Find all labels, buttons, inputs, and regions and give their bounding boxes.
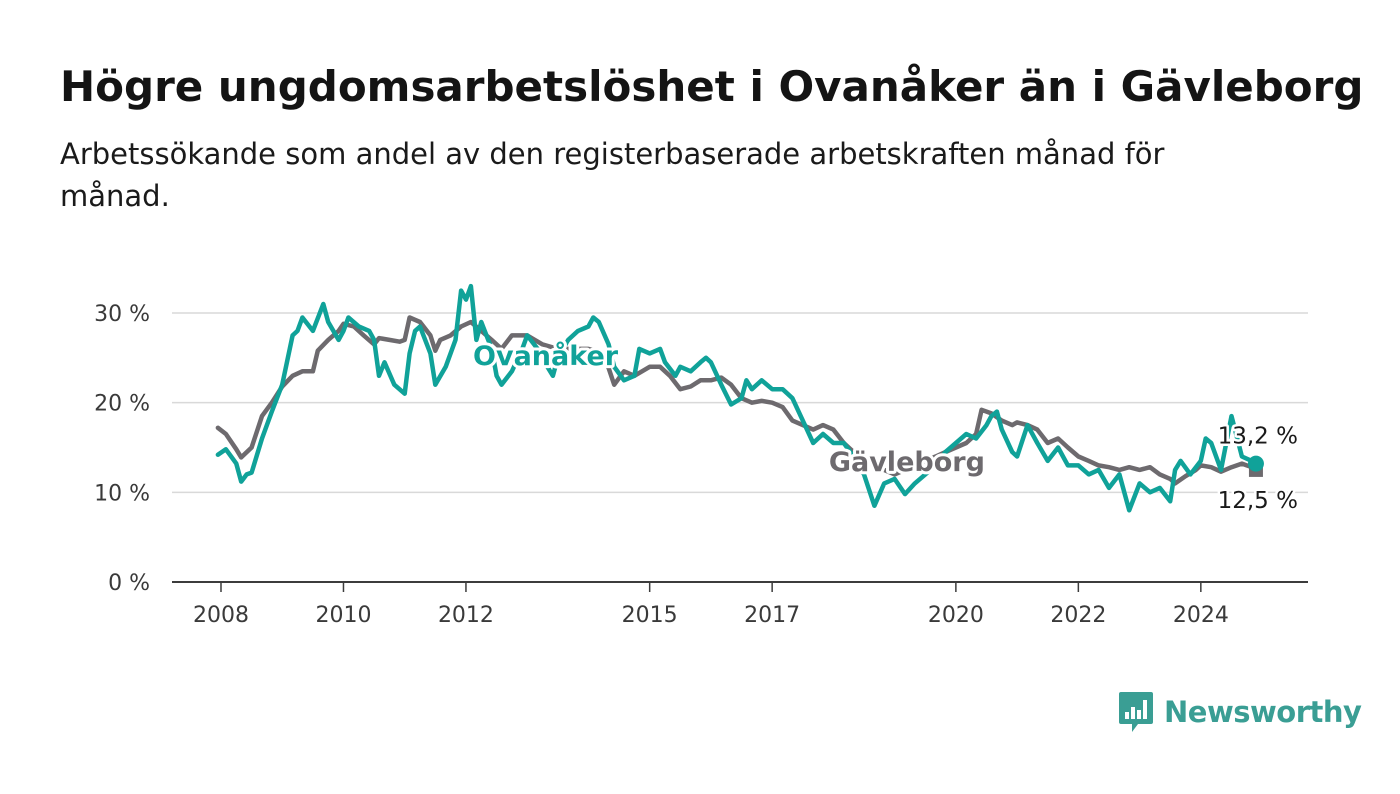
chart-subtitle: Arbetssökande som andel av den registerb… [60, 137, 1165, 213]
series-line-ovanåker [215, 283, 1259, 513]
x-tick-label: 2015 [622, 603, 678, 628]
end-marker-ovanaker [1247, 455, 1264, 472]
newsworthy-logo[interactable]: Newsworthy [1118, 690, 1362, 734]
gridlines [172, 312, 1308, 583]
y-tick-label: 20 % [94, 392, 150, 417]
series-labels: Gävleborg Ovanåker 12,5 % 13,2 % [470, 337, 1300, 516]
x-axis-ticks: 2008 2010 2012 2015 2017 2020 2022 2024 [193, 582, 1229, 628]
x-tick-label: 2008 [193, 603, 249, 628]
series-lines [215, 283, 1264, 513]
brand-name: Newsworthy [1164, 695, 1362, 729]
x-tick-label: 2010 [315, 603, 371, 628]
y-tick-label: 10 % [94, 481, 150, 506]
x-tick-label: 2012 [438, 603, 494, 628]
series-name-ovanåker: Ovanåker [473, 340, 619, 372]
series-name-gävleborg: Gävleborg [829, 447, 985, 478]
end-value-label-gävleborg: 12,5 % [1218, 488, 1298, 514]
x-tick-label: 2024 [1173, 603, 1229, 628]
x-tick-label: 2020 [928, 603, 984, 628]
bar-chart-icon [1119, 692, 1153, 732]
end-value-label-ovanåker: 13,2 % [1218, 424, 1298, 450]
y-tick-label: 0 % [108, 571, 150, 596]
chart-title: Högre ungdomsarbetslöshet i Ovanåker än … [60, 62, 1364, 111]
x-tick-label: 2022 [1050, 603, 1106, 628]
y-tick-label: 30 % [94, 302, 150, 327]
x-tick-label: 2017 [744, 603, 800, 628]
y-axis-ticks: 0 % 10 % 20 % 30 % [94, 302, 150, 596]
